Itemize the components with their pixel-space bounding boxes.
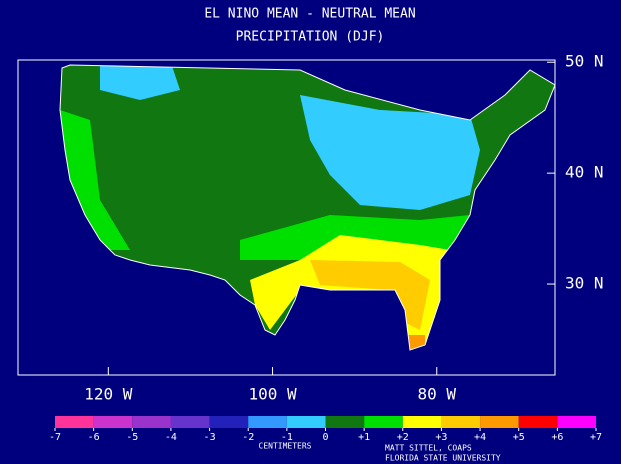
colorbar-tick-label: -7 bbox=[49, 432, 61, 443]
colorbar-segment bbox=[557, 416, 596, 428]
colorbar-tick-label: -1 bbox=[281, 432, 293, 443]
colorbar-tick-label: -2 bbox=[242, 432, 254, 443]
colorbar-tick-label: -6 bbox=[88, 432, 100, 443]
colorbar-segment bbox=[402, 416, 442, 428]
field-cyan bbox=[300, 95, 480, 210]
colorbar-tick-label: -3 bbox=[204, 432, 216, 443]
colorbar-tick-label: +2 bbox=[397, 432, 409, 443]
field-green-west bbox=[60, 110, 130, 250]
colorbar-segment bbox=[364, 416, 403, 428]
credit: MATT SITTEL, COAPS bbox=[385, 444, 472, 453]
lat-label: 40 N bbox=[565, 163, 604, 182]
credit: FLORIDA STATE UNIVERSITY bbox=[385, 454, 501, 463]
lon-label: 80 W bbox=[417, 385, 456, 404]
field-cyan-nw bbox=[100, 65, 180, 100]
colorbar-segment bbox=[286, 416, 326, 428]
title: EL NINO MEAN - NEUTRAL MEAN bbox=[204, 7, 415, 22]
colorbar-label: CENTIMETERS bbox=[259, 442, 312, 451]
colorbar-tick-label: -5 bbox=[126, 432, 138, 443]
colorbar-segment bbox=[170, 416, 210, 428]
lat-label: 30 N bbox=[565, 274, 604, 293]
colorbar-tick-label: 0 bbox=[322, 432, 328, 443]
colorbar-segment bbox=[55, 416, 94, 428]
coastline bbox=[59, 64, 556, 351]
colorbar-tick-label: +3 bbox=[435, 432, 447, 443]
colorbar-tick-label: +4 bbox=[474, 432, 486, 443]
colorbar-segment bbox=[518, 416, 558, 428]
subtitle: PRECIPITATION (DJF) bbox=[236, 30, 385, 45]
colorbar-tick-label: +1 bbox=[358, 432, 370, 443]
colorbar-segment bbox=[132, 416, 171, 428]
lon-label: 100 W bbox=[248, 385, 297, 404]
colorbar-segment bbox=[248, 416, 287, 428]
lon-label: 120 W bbox=[84, 385, 133, 404]
colorbar-segment bbox=[325, 416, 365, 428]
colorbar-tick-label: -4 bbox=[165, 432, 177, 443]
colorbar-segment bbox=[480, 416, 519, 428]
colorbar-segment bbox=[93, 416, 133, 428]
colorbar-tick-label: +6 bbox=[551, 432, 563, 443]
lat-label: 50 N bbox=[565, 52, 604, 71]
colorbar-segment bbox=[441, 416, 481, 428]
colorbar-tick-label: +5 bbox=[513, 432, 525, 443]
colorbar-segment bbox=[209, 416, 249, 428]
colorbar-tick-label: +7 bbox=[590, 432, 602, 443]
